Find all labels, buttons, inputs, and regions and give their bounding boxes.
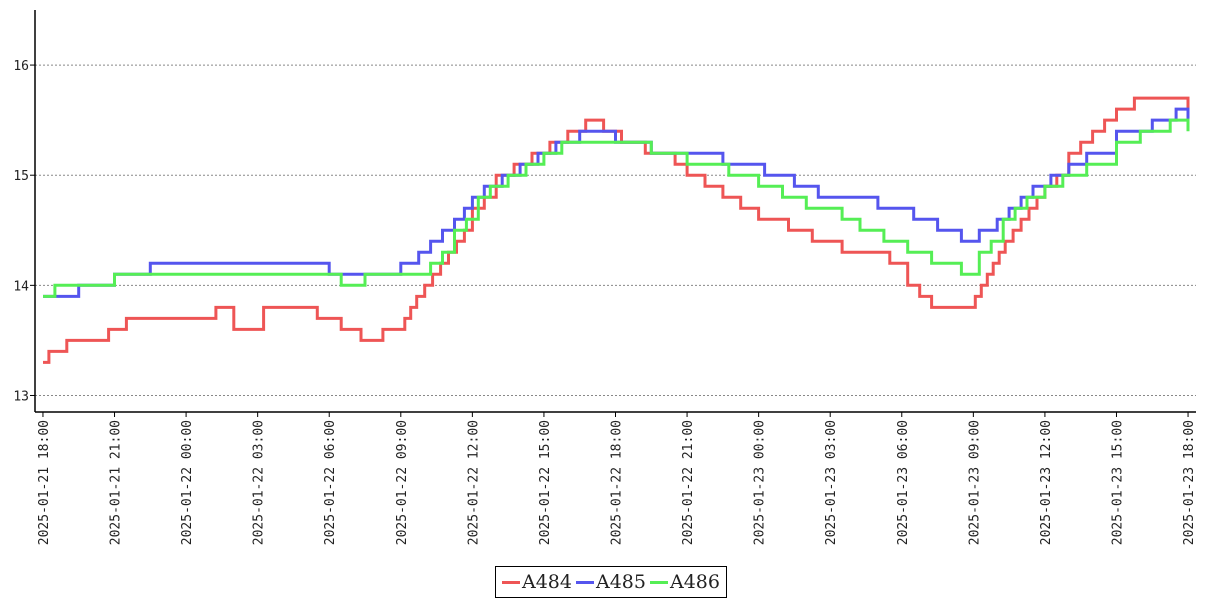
x-tick-label: 2025-01-22 18:00: [610, 420, 625, 545]
series-line-a485: [43, 107, 1190, 298]
y-tick-label: 14: [13, 279, 29, 294]
x-tick-label: 2025-01-23 06:00: [896, 420, 911, 545]
x-tick-label: 2025-01-23 03:00: [824, 420, 839, 545]
x-tick-label: 2025-01-23 12:00: [1039, 420, 1054, 545]
x-tick-label: 2025-01-23 00:00: [753, 420, 768, 545]
series-line-a484: [43, 96, 1190, 364]
legend-swatch-a486: [650, 580, 668, 584]
legend-swatch-a485: [576, 580, 594, 584]
x-tick-label: 2025-01-22 00:00: [180, 420, 195, 545]
legend-label-a485: A485: [596, 571, 646, 593]
legend-label-a486: A486: [670, 571, 720, 593]
y-tick-label: 16: [13, 59, 29, 74]
y-tick-label: 15: [13, 169, 29, 184]
y-tick-label: 13: [13, 389, 29, 404]
x-tick-label: 2025-01-22 15:00: [538, 420, 553, 545]
legend-label-a484: A484: [522, 571, 572, 593]
axes: [34, 10, 1196, 413]
x-tick-label: 2025-01-23 18:00: [1182, 420, 1197, 545]
x-tick-label: 2025-01-22 06:00: [323, 420, 338, 545]
x-tick-label: 2025-01-22 03:00: [252, 420, 267, 545]
x-tick-label: 2025-01-21 18:00: [37, 420, 52, 545]
legend-swatch-a484: [502, 580, 520, 584]
x-tick-label: 2025-01-21 21:00: [109, 420, 124, 545]
x-tick-label: 2025-01-23 15:00: [1110, 420, 1125, 545]
series-line-a486: [43, 118, 1190, 298]
legend-item-a485: A485: [574, 571, 646, 593]
x-tick-label: 2025-01-22 21:00: [681, 420, 696, 545]
line-chart: 13 14 15 16 2025-01-21 18:00 2025-01-21 21:0…: [13, 10, 1197, 545]
legend: A484 A485 A486: [495, 566, 727, 598]
gridlines: [35, 64, 1196, 396]
legend-item-a486: A486: [648, 571, 720, 593]
x-tick-label: 2025-01-23 09:00: [967, 420, 982, 545]
x-tick-labels: 2025-01-21 18:00 2025-01-21 21:00 2025-01-…: [37, 412, 1197, 545]
y-tick-labels: 13 14 15 16: [13, 59, 35, 404]
series-lines: [43, 96, 1190, 364]
legend-item-a484: A484: [500, 571, 572, 593]
x-tick-label: 2025-01-22 09:00: [395, 420, 410, 545]
x-tick-label: 2025-01-22 12:00: [466, 420, 481, 545]
